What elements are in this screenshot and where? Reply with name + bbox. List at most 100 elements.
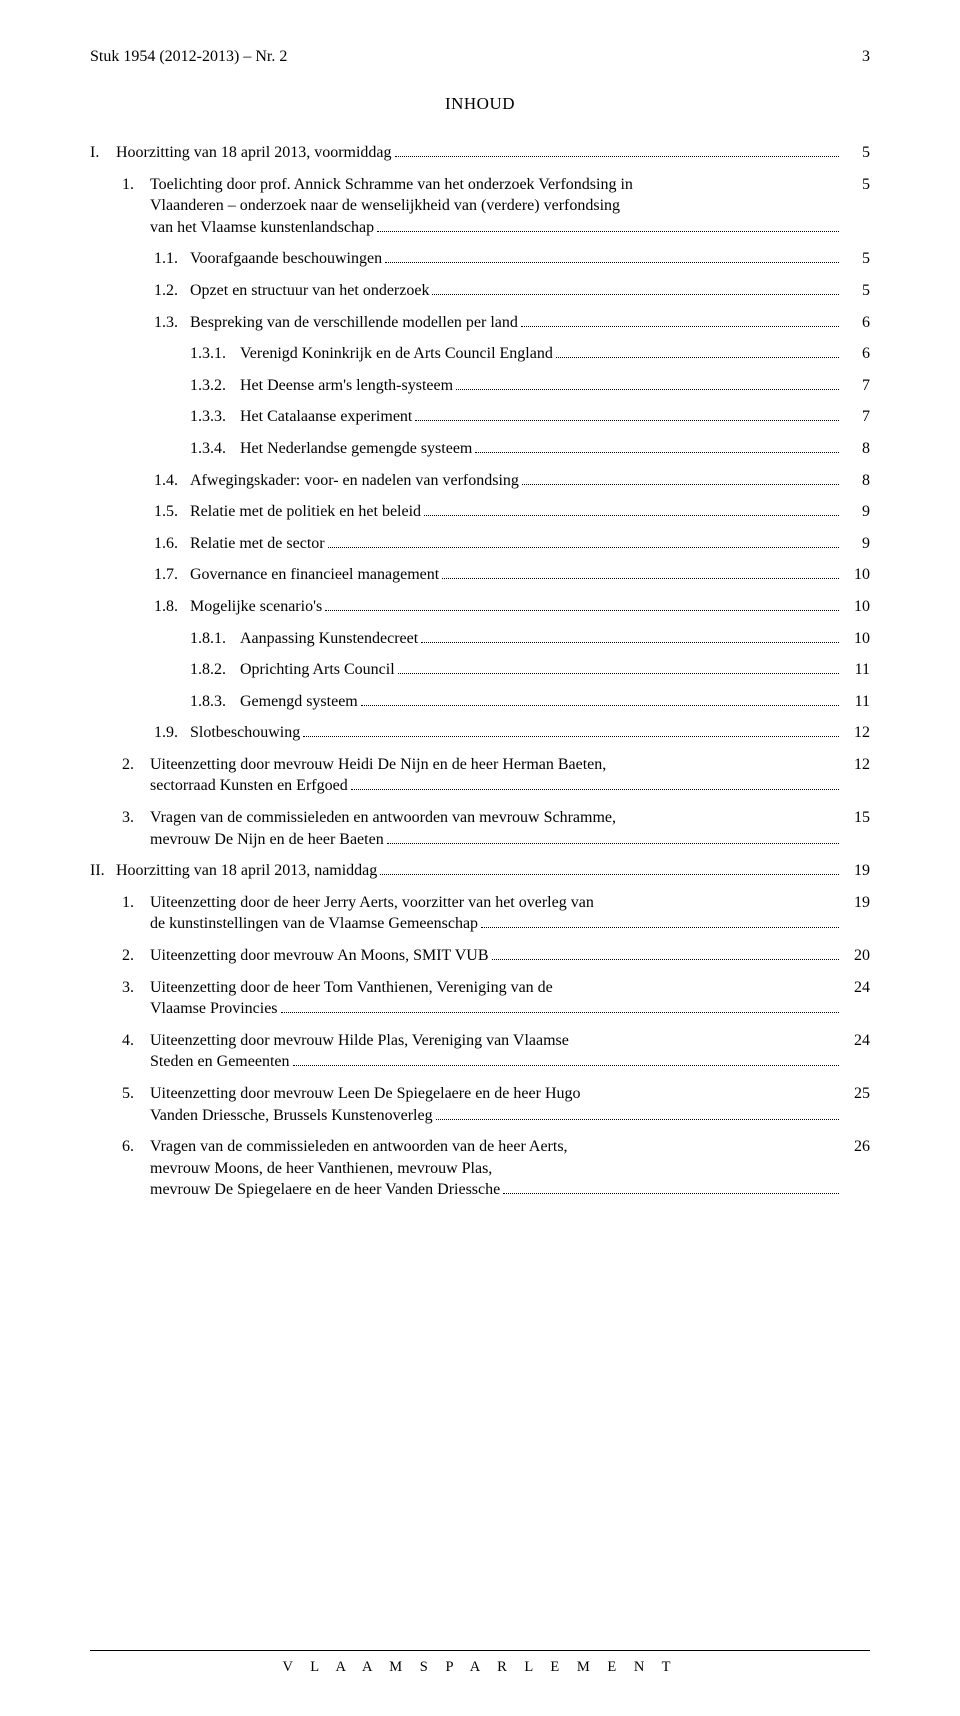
leader-dots (351, 777, 839, 791)
toc-entry: 1.4. Afwegingskader: voor- en nadelen va… (90, 470, 870, 492)
toc-entry-text: Governance en financieel management (190, 564, 439, 586)
toc-entry-label: 1.9. (154, 722, 186, 744)
toc-entry-text: Verenigd Koninkrijk en de Arts Council E… (240, 343, 553, 365)
toc-entry-page: 5 (842, 142, 870, 164)
header-left: Stuk 1954 (2012-2013) – Nr. 2 (90, 48, 287, 66)
toc-entry: 1.9. Slotbeschouwing12 (90, 722, 870, 744)
toc-entry-page: 8 (842, 470, 870, 492)
leader-dots (521, 313, 839, 327)
page-header: Stuk 1954 (2012-2013) – Nr. 2 3 (90, 48, 870, 66)
toc-entry: II. Hoorzitting van 18 april 2013, namid… (90, 860, 870, 882)
leader-dots (556, 344, 839, 358)
leader-dots (325, 597, 839, 611)
toc-entry-text: Vragen van de commissieleden en antwoord… (150, 1136, 842, 1201)
toc-entry-text: Uiteenzetting door mevrouw An Moons, SMI… (150, 945, 489, 967)
toc-entry: 1.8.2. Oprichting Arts Council11 (90, 659, 870, 681)
toc-entry-text: Uiteenzetting door de heer Jerry Aerts, … (150, 892, 842, 935)
toc-entry-page: 10 (842, 628, 870, 650)
toc-entry-page: 12 (842, 722, 870, 744)
page-footer: V L A A M S P A R L E M E N T (0, 1650, 960, 1676)
toc-entry-text: Uiteenzetting door de heer Tom Vanthiene… (150, 977, 842, 1020)
toc-entry-text: Gemengd systeem (240, 691, 358, 713)
leader-dots (475, 439, 839, 453)
leader-dots (361, 692, 839, 706)
toc-entry: 3. Vragen van de commissieleden en antwo… (90, 807, 870, 850)
toc-entry-page: 24 (842, 977, 870, 999)
toc-entry: 1.2. Opzet en structuur van het onderzoe… (90, 280, 870, 302)
toc-entry: 1.7. Governance en financieel management… (90, 564, 870, 586)
toc-entry-text: Voorafgaande beschouwingen (190, 248, 382, 270)
toc-entry-text: Bespreking van de verschillende modellen… (190, 312, 518, 334)
leader-dots (424, 502, 839, 516)
toc-entry-label: 1.7. (154, 564, 186, 586)
toc-entry-label: 4. (122, 1030, 146, 1052)
footer-rule (90, 1650, 870, 1651)
toc-entry-label: 1.8. (154, 596, 186, 618)
leader-dots (377, 218, 839, 232)
leader-dots (398, 660, 839, 674)
toc-entry: 1.8. Mogelijke scenario's10 (90, 596, 870, 618)
toc-entry-page: 7 (842, 375, 870, 397)
toc-entry: 1.3.4. Het Nederlandse gemengde systeem8 (90, 438, 870, 460)
toc-entry-text: Uiteenzetting door mevrouw Heidi De Nijn… (150, 754, 842, 797)
toc-entry-page: 5 (842, 174, 870, 196)
toc-entry-label: 2. (122, 945, 146, 967)
leader-dots (395, 143, 839, 157)
footer-text: V L A A M S P A R L E M E N T (0, 1659, 960, 1676)
toc-entry-page: 5 (842, 248, 870, 270)
toc-entry-text: Relatie met de sector (190, 533, 325, 555)
toc-entry-page: 6 (842, 312, 870, 334)
leader-dots (281, 999, 839, 1013)
toc-entry-page: 9 (842, 533, 870, 555)
toc-entry-text: Het Nederlandse gemengde systeem (240, 438, 472, 460)
toc-entry-page: 24 (842, 1030, 870, 1052)
toc-entry-text: Het Catalaanse experiment (240, 406, 412, 428)
leader-dots (456, 376, 839, 390)
toc-entry-text: Hoorzitting van 18 april 2013, voormidda… (116, 142, 392, 164)
toc-entry-label: 1.3.1. (190, 343, 236, 365)
toc-entry-label: 1.2. (154, 280, 186, 302)
toc-entry-label: II. (90, 860, 112, 882)
toc-entry-page: 5 (842, 280, 870, 302)
toc-entry: 1.1. Voorafgaande beschouwingen5 (90, 248, 870, 270)
toc-entry-page: 12 (842, 754, 870, 776)
leader-dots (303, 723, 839, 737)
leader-dots (328, 534, 839, 548)
toc-entry-text: Uiteenzetting door mevrouw Leen De Spieg… (150, 1083, 842, 1126)
leader-dots (492, 946, 840, 960)
leader-dots (432, 281, 839, 295)
toc-entry-text: Uiteenzetting door mevrouw Hilde Plas, V… (150, 1030, 842, 1073)
toc-entry-page: 11 (842, 659, 870, 681)
toc-entry-label: 1.3.2. (190, 375, 236, 397)
toc-entry-page: 19 (842, 860, 870, 882)
toc-entry-label: 1.8.1. (190, 628, 236, 650)
table-of-contents: I. Hoorzitting van 18 april 2013, voormi… (90, 142, 870, 1201)
toc-entry: I. Hoorzitting van 18 april 2013, voormi… (90, 142, 870, 164)
toc-entry-text: Mogelijke scenario's (190, 596, 322, 618)
toc-entry-text: Oprichting Arts Council (240, 659, 395, 681)
toc-entry-label: 3. (122, 977, 146, 999)
toc-entry: 1.8.1. Aanpassing Kunstendecreet 10 (90, 628, 870, 650)
document-title: INHOUD (90, 94, 870, 114)
toc-entry-page: 6 (842, 343, 870, 365)
toc-entry-label: 1. (122, 892, 146, 914)
leader-dots (421, 629, 839, 643)
header-page-number: 3 (862, 48, 870, 66)
toc-entry-text: Aanpassing Kunstendecreet (240, 628, 418, 650)
toc-entry-text: Vragen van de commissieleden en antwoord… (150, 807, 842, 850)
toc-entry-label: 1.4. (154, 470, 186, 492)
leader-dots (385, 250, 839, 264)
leader-dots (436, 1106, 839, 1120)
leader-dots (415, 408, 839, 422)
toc-entry-label: 1.3.3. (190, 406, 236, 428)
leader-dots (522, 471, 839, 485)
toc-entry-label: 5. (122, 1083, 146, 1105)
toc-entry-text: Toelichting door prof. Annick Schramme v… (150, 174, 842, 239)
toc-entry: 1.3.1. Verenigd Koninkrijk en de Arts Co… (90, 343, 870, 365)
toc-entry-label: 2. (122, 754, 146, 776)
toc-entry-page: 19 (842, 892, 870, 914)
toc-entry: 1.3. Bespreking van de verschillende mod… (90, 312, 870, 334)
toc-entry-label: 1.5. (154, 501, 186, 523)
toc-entry-text: Opzet en structuur van het onderzoek (190, 280, 429, 302)
toc-entry-page: 20 (842, 945, 870, 967)
